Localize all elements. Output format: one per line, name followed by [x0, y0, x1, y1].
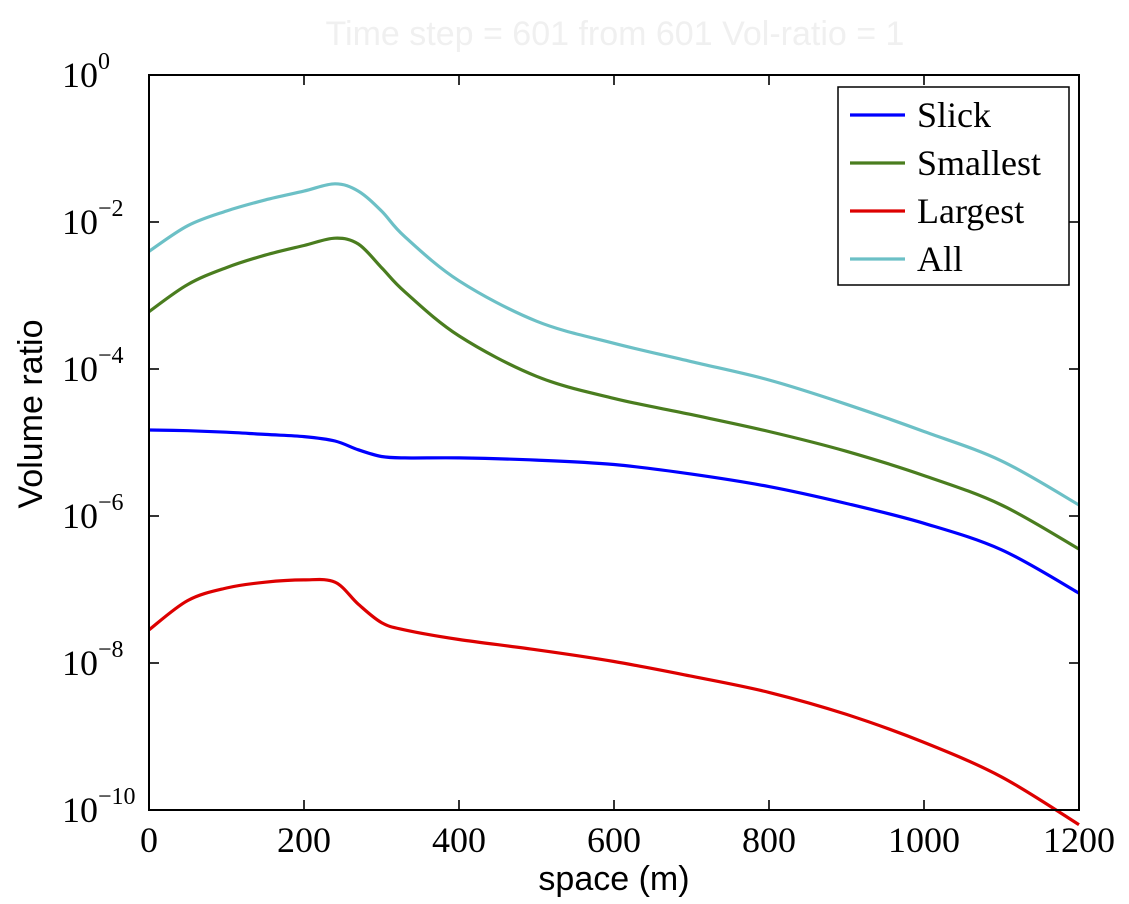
- legend-box: [837, 86, 1070, 286]
- y-tick-label: 10−6: [62, 490, 124, 536]
- x-axis-label: space (m): [538, 860, 689, 898]
- legend-label-smallest: Smallest: [917, 143, 1041, 183]
- x-tick-label: 400: [432, 820, 486, 860]
- y-axis-label: Volume ratio: [12, 320, 50, 509]
- x-tick-label: 0: [140, 820, 158, 860]
- y-tick-label: 10−2: [62, 196, 124, 242]
- legend-label-slick: Slick: [917, 95, 991, 135]
- plot-lines: [148, 182, 1080, 827]
- y-tick-label: 10−10: [62, 784, 136, 830]
- legend: Slick Smallest Largest All: [837, 86, 1070, 286]
- x-tick-label: 800: [742, 820, 796, 860]
- legend-label-all: All: [917, 239, 963, 279]
- axis-ticks: 0 200 400 600 800 1000 1200 10−10 10−8 10−6 10−4 10…: [62, 49, 1115, 860]
- y-tick-label: 100: [62, 49, 110, 95]
- series-line-slick: [148, 428, 1080, 595]
- y-tick-label: 10−4: [62, 343, 124, 389]
- x-tick-label: 600: [587, 820, 641, 860]
- x-tick-label: 200: [277, 820, 331, 860]
- x-tick-label: 1000: [888, 820, 960, 860]
- legend-label-largest: Largest: [917, 191, 1024, 231]
- y-tick-label: 10−8: [62, 637, 124, 683]
- x-tick-label: 1200: [1043, 820, 1115, 860]
- chart-title: Time step = 601 from 601 Vol-ratio = 1: [326, 15, 905, 53]
- series-line-smallest: [148, 236, 1080, 551]
- series-line-largest: [148, 577, 1080, 827]
- series-line-all: [148, 182, 1080, 507]
